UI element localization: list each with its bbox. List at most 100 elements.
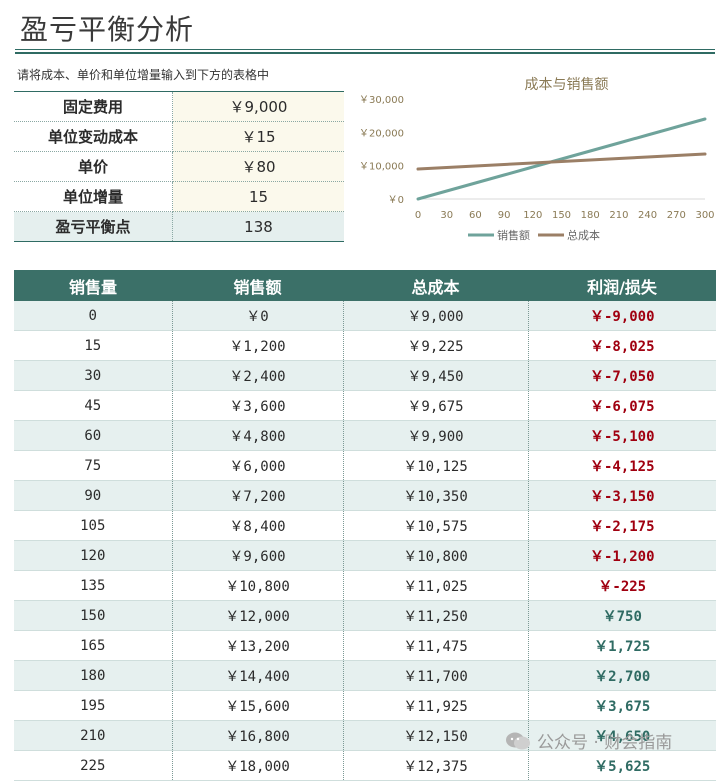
- profit-loss-cell[interactable]: ￥750: [528, 600, 716, 631]
- unit-increment-label: 单位增量: [14, 181, 173, 212]
- table-row: 180 ￥14,400 ￥11,700 ￥2,700: [14, 660, 716, 691]
- revenue-cell[interactable]: ￥9,600: [172, 540, 344, 571]
- input-row-fixed-cost: 固定费用 ￥9,000: [14, 91, 344, 122]
- sales-volume-cell[interactable]: 60: [14, 420, 173, 451]
- total-cost-cell[interactable]: ￥10,575: [343, 510, 529, 541]
- profit-loss-cell[interactable]: ￥-2,175: [528, 510, 716, 541]
- profit-loss-cell[interactable]: ￥-9,000: [528, 301, 716, 331]
- total-cost-cell[interactable]: ￥9,000: [343, 301, 529, 331]
- x-tick-label: 60: [469, 210, 482, 221]
- revenue-cell[interactable]: ￥16,800: [172, 720, 344, 751]
- total-cost-cell[interactable]: ￥10,350: [343, 480, 529, 511]
- sales-volume-cell[interactable]: 0: [14, 301, 173, 331]
- revenue-cell[interactable]: ￥3,600: [172, 390, 344, 421]
- unit-variable-cost-input[interactable]: ￥15: [172, 121, 344, 152]
- fixed-cost-input[interactable]: ￥9,000: [172, 91, 344, 122]
- sales-volume-cell[interactable]: 135: [14, 570, 173, 601]
- title-divider-thick: [15, 52, 715, 54]
- profit-loss-cell[interactable]: ￥-3,150: [528, 480, 716, 511]
- total-cost-cell[interactable]: ￥10,125: [343, 450, 529, 481]
- header-profit-loss: 利润/损失: [528, 270, 716, 301]
- break-even-label: 盈亏平衡点: [14, 211, 173, 242]
- profit-loss-cell[interactable]: ￥2,700: [528, 660, 716, 691]
- total-cost-cell[interactable]: ￥11,925: [343, 690, 529, 721]
- profit-loss-cell[interactable]: ￥4,650: [528, 720, 716, 751]
- profit-loss-cell[interactable]: ￥-5,100: [528, 420, 716, 451]
- profit-loss-cell[interactable]: ￥-4,125: [528, 450, 716, 481]
- sales-volume-cell[interactable]: 75: [14, 450, 173, 481]
- table-row: 15 ￥1,200 ￥9,225 ￥-8,025: [14, 330, 716, 361]
- total-cost-cell[interactable]: ￥9,900: [343, 420, 529, 451]
- total-cost-cell[interactable]: ￥12,150: [343, 720, 529, 751]
- total-cost-cell[interactable]: ￥11,025: [343, 570, 529, 601]
- legend-revenue-label: 销售额: [497, 228, 530, 242]
- x-tick-label: 270: [667, 210, 686, 221]
- revenue-cell[interactable]: ￥12,000: [172, 600, 344, 631]
- unit-price-input[interactable]: ￥80: [172, 151, 344, 182]
- sales-volume-cell[interactable]: 15: [14, 330, 173, 361]
- total-cost-series-line: [416, 152, 707, 171]
- sales-volume-cell[interactable]: 195: [14, 690, 173, 721]
- revenue-cell[interactable]: ￥0: [172, 301, 344, 331]
- input-row-unit-increment: 单位增量 15: [14, 181, 344, 212]
- revenue-cell[interactable]: ￥8,400: [172, 510, 344, 541]
- total-cost-cell[interactable]: ￥11,475: [343, 630, 529, 661]
- revenue-cell[interactable]: ￥6,000: [172, 450, 344, 481]
- legend-total-cost-label: 总成本: [567, 228, 600, 242]
- x-tick-label: 240: [638, 210, 657, 221]
- sales-volume-cell[interactable]: 90: [14, 480, 173, 511]
- y-tick-label: ￥10,000: [359, 162, 404, 173]
- unit-variable-cost-label: 单位变动成本: [14, 121, 173, 152]
- revenue-cell[interactable]: ￥1,200: [172, 330, 344, 361]
- sales-volume-cell[interactable]: 105: [14, 510, 173, 541]
- total-cost-cell[interactable]: ￥11,250: [343, 600, 529, 631]
- profit-loss-cell[interactable]: ￥-8,025: [528, 330, 716, 361]
- fixed-cost-label: 固定费用: [14, 91, 173, 122]
- table-header-row: 销售量 销售额 总成本 利润/损失: [14, 270, 716, 301]
- profit-loss-cell[interactable]: ￥-6,075: [528, 390, 716, 421]
- total-cost-cell[interactable]: ￥11,700: [343, 660, 529, 691]
- y-tick-label: ￥20,000: [359, 128, 404, 139]
- profit-loss-cell[interactable]: ￥-7,050: [528, 360, 716, 391]
- total-cost-cell[interactable]: ￥9,450: [343, 360, 529, 391]
- revenue-cell[interactable]: ￥13,200: [172, 630, 344, 661]
- sales-table: 销售量 销售额 总成本 利润/损失 0 ￥0 ￥9,000 ￥-9,000 15 ￥1,2…: [14, 270, 716, 781]
- sales-volume-cell[interactable]: 225: [14, 750, 173, 781]
- instruction-text: 请将成本、单价和单位增量输入到下方的表格中: [17, 68, 270, 82]
- sales-volume-cell[interactable]: 45: [14, 390, 173, 421]
- input-row-unit-price: 单价 ￥80: [14, 151, 344, 182]
- total-cost-cell[interactable]: ￥9,675: [343, 390, 529, 421]
- sales-volume-cell[interactable]: 120: [14, 540, 173, 571]
- y-tick-label: ￥30,000: [359, 95, 404, 106]
- x-tick-label: 210: [609, 210, 628, 221]
- unit-increment-input[interactable]: 15: [172, 181, 344, 212]
- table-row: 225 ￥18,000 ￥12,375 ￥5,625: [14, 750, 716, 781]
- profit-loss-cell[interactable]: ￥5,625: [528, 750, 716, 781]
- header-sales-volume: 销售量: [14, 270, 172, 301]
- sales-volume-cell[interactable]: 210: [14, 720, 173, 751]
- profit-loss-cell[interactable]: ￥-225: [528, 570, 716, 601]
- table-row: 120 ￥9,600 ￥10,800 ￥-1,200: [14, 540, 716, 571]
- revenue-cell[interactable]: ￥7,200: [172, 480, 344, 511]
- revenue-cell[interactable]: ￥2,400: [172, 360, 344, 391]
- sales-volume-cell[interactable]: 150: [14, 600, 173, 631]
- total-cost-cell[interactable]: ￥12,375: [343, 750, 529, 781]
- header-total-cost: 总成本: [343, 270, 528, 301]
- profit-loss-cell[interactable]: ￥-1,200: [528, 540, 716, 571]
- revenue-cell[interactable]: ￥10,800: [172, 570, 344, 601]
- sales-volume-cell[interactable]: 30: [14, 360, 173, 391]
- profit-loss-cell[interactable]: ￥3,675: [528, 690, 716, 721]
- total-cost-cell[interactable]: ￥10,800: [343, 540, 529, 571]
- input-row-unit-variable-cost: 单位变动成本 ￥15: [14, 121, 344, 152]
- x-tick-label: 300: [695, 210, 714, 221]
- revenue-cell[interactable]: ￥18,000: [172, 750, 344, 781]
- total-cost-cell[interactable]: ￥9,225: [343, 330, 529, 361]
- sales-volume-cell[interactable]: 165: [14, 630, 173, 661]
- table-row: 60 ￥4,800 ￥9,900 ￥-5,100: [14, 420, 716, 451]
- table-row: 45 ￥3,600 ￥9,675 ￥-6,075: [14, 390, 716, 421]
- revenue-cell[interactable]: ￥15,600: [172, 690, 344, 721]
- revenue-cell[interactable]: ￥14,400: [172, 660, 344, 691]
- revenue-cell[interactable]: ￥4,800: [172, 420, 344, 451]
- profit-loss-cell[interactable]: ￥1,725: [528, 630, 716, 661]
- sales-volume-cell[interactable]: 180: [14, 660, 173, 691]
